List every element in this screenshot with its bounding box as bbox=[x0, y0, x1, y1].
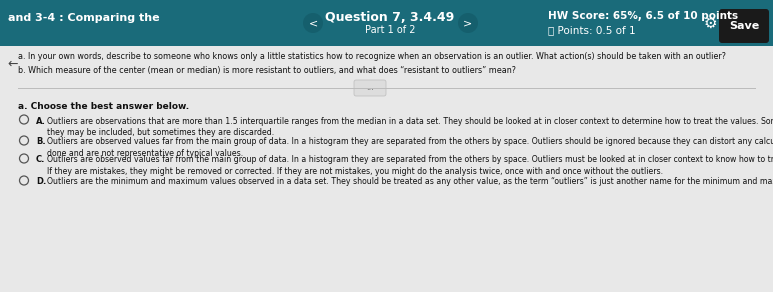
Text: C.: C. bbox=[36, 156, 46, 164]
Text: Question 7, 3.4.49: Question 7, 3.4.49 bbox=[325, 11, 455, 24]
Text: Outliers are observed values far from the main group of data. In a histogram the: Outliers are observed values far from th… bbox=[47, 138, 773, 158]
Text: ⓘ Points: 0.5 of 1: ⓘ Points: 0.5 of 1 bbox=[548, 25, 635, 35]
Circle shape bbox=[458, 13, 478, 33]
Text: <: < bbox=[308, 18, 318, 28]
Text: Save: Save bbox=[729, 21, 759, 31]
Circle shape bbox=[303, 13, 323, 33]
Text: Part 1 of 2: Part 1 of 2 bbox=[365, 25, 415, 35]
Text: B.: B. bbox=[36, 138, 46, 147]
FancyBboxPatch shape bbox=[0, 0, 773, 46]
Text: a. In your own words, describe to someone who knows only a little statistics how: a. In your own words, describe to someon… bbox=[18, 52, 726, 61]
FancyBboxPatch shape bbox=[719, 9, 769, 43]
Text: a. Choose the best answer below.: a. Choose the best answer below. bbox=[18, 102, 189, 111]
Text: ⚙: ⚙ bbox=[703, 15, 717, 30]
Text: D.: D. bbox=[36, 178, 46, 187]
FancyBboxPatch shape bbox=[354, 80, 386, 96]
Text: ←: ← bbox=[7, 58, 18, 70]
Text: Outliers are observations that are more than 1.5 interquartile ranges from the m: Outliers are observations that are more … bbox=[47, 117, 773, 137]
Text: Outliers are observed values far from the main group of data. In a histogram the: Outliers are observed values far from th… bbox=[47, 156, 773, 176]
Text: b. Which measure of the center (mean or median) is more resistant to outliers, a: b. Which measure of the center (mean or … bbox=[18, 66, 516, 75]
Text: A.: A. bbox=[36, 117, 46, 126]
Text: ...: ... bbox=[366, 84, 374, 93]
Text: and 3-4 : Comparing the: and 3-4 : Comparing the bbox=[8, 13, 160, 23]
Text: >: > bbox=[463, 18, 472, 28]
Text: HW Score: 65%, 6.5 of 10 points: HW Score: 65%, 6.5 of 10 points bbox=[548, 11, 738, 21]
Text: Outliers are the minimum and maximum values observed in a data set. They should : Outliers are the minimum and maximum val… bbox=[47, 178, 773, 187]
